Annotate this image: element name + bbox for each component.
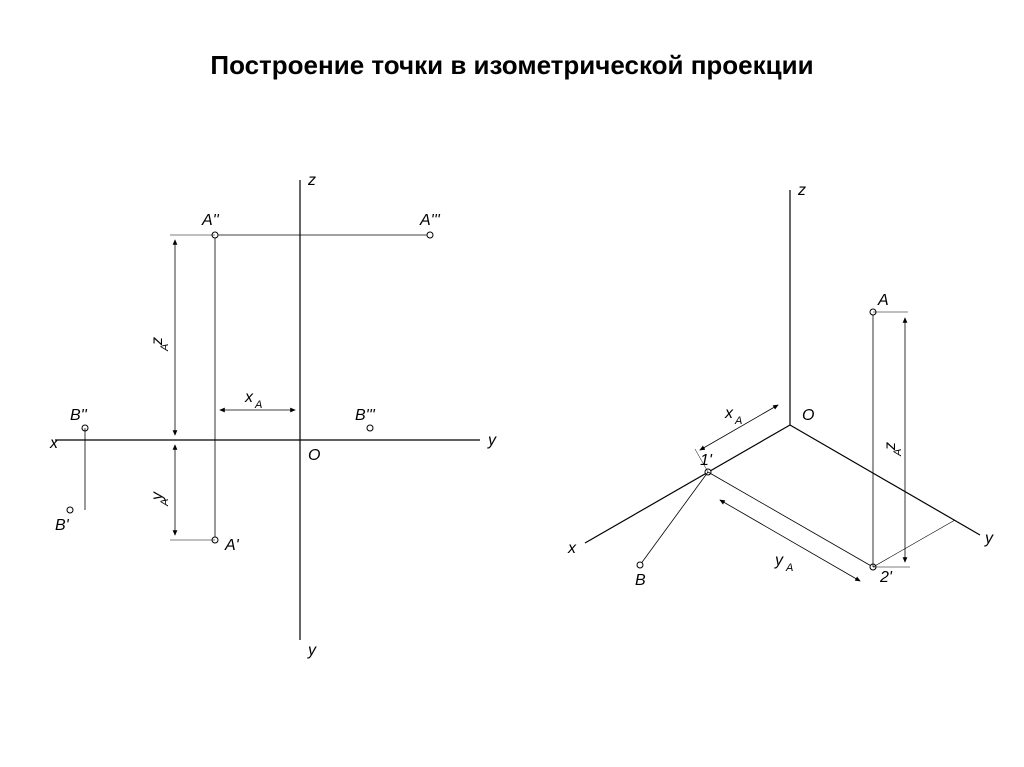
axis-y-down-label: y bbox=[307, 642, 317, 659]
label-A2: A'' bbox=[201, 212, 220, 229]
label-A1: A' bbox=[224, 537, 240, 554]
label-B3: B''' bbox=[355, 407, 376, 424]
iso-axis-x: x bbox=[567, 540, 577, 557]
label-1p: 1' bbox=[700, 452, 713, 469]
point-B3 bbox=[367, 425, 373, 431]
iso-axis-z: z bbox=[797, 182, 806, 199]
point-B1 bbox=[67, 507, 73, 513]
page-title: Построение точки в изометрической проекц… bbox=[0, 50, 1024, 81]
label-B: B bbox=[635, 572, 646, 589]
point-B bbox=[637, 562, 643, 568]
dim-xA: x bbox=[244, 389, 254, 406]
diagrams: z y x y O A'' A''' A' B'' B''' B' x A bbox=[0, 150, 1024, 710]
dim-yA-sub: A bbox=[159, 499, 171, 507]
right-diagram: z x y O 1' 2' A B x A bbox=[567, 182, 994, 589]
diagram-svg: z y x y O A'' A''' A' B'' B''' B' x A bbox=[0, 150, 1024, 710]
label-A3: A''' bbox=[419, 212, 441, 229]
iso-axis-y: y bbox=[984, 530, 994, 547]
origin-label: O bbox=[308, 447, 320, 464]
iso-dim-zA-sub: A bbox=[892, 449, 904, 457]
axis-z-label: z bbox=[307, 172, 316, 189]
point-A3 bbox=[427, 232, 433, 238]
iso-origin: O bbox=[802, 407, 814, 424]
label-B2: B'' bbox=[70, 407, 88, 424]
left-diagram: z y x y O A'' A''' A' B'' B''' B' x A bbox=[49, 172, 497, 659]
iso-dim-yA-sub: A bbox=[785, 562, 793, 574]
iso-dim-yA: y bbox=[774, 552, 784, 569]
label-B1: B' bbox=[55, 517, 70, 534]
dim-xA-sub: A bbox=[254, 399, 262, 411]
label-A: A bbox=[877, 292, 889, 309]
dim-zA-sub: A bbox=[159, 344, 171, 352]
iso-dim-xA: x bbox=[724, 405, 734, 422]
axis-x-label: x bbox=[49, 435, 59, 452]
axis-y-right-label: y bbox=[487, 432, 497, 449]
iso-dim-xA-sub: A bbox=[734, 415, 742, 427]
label-2p: 2' bbox=[879, 569, 893, 586]
